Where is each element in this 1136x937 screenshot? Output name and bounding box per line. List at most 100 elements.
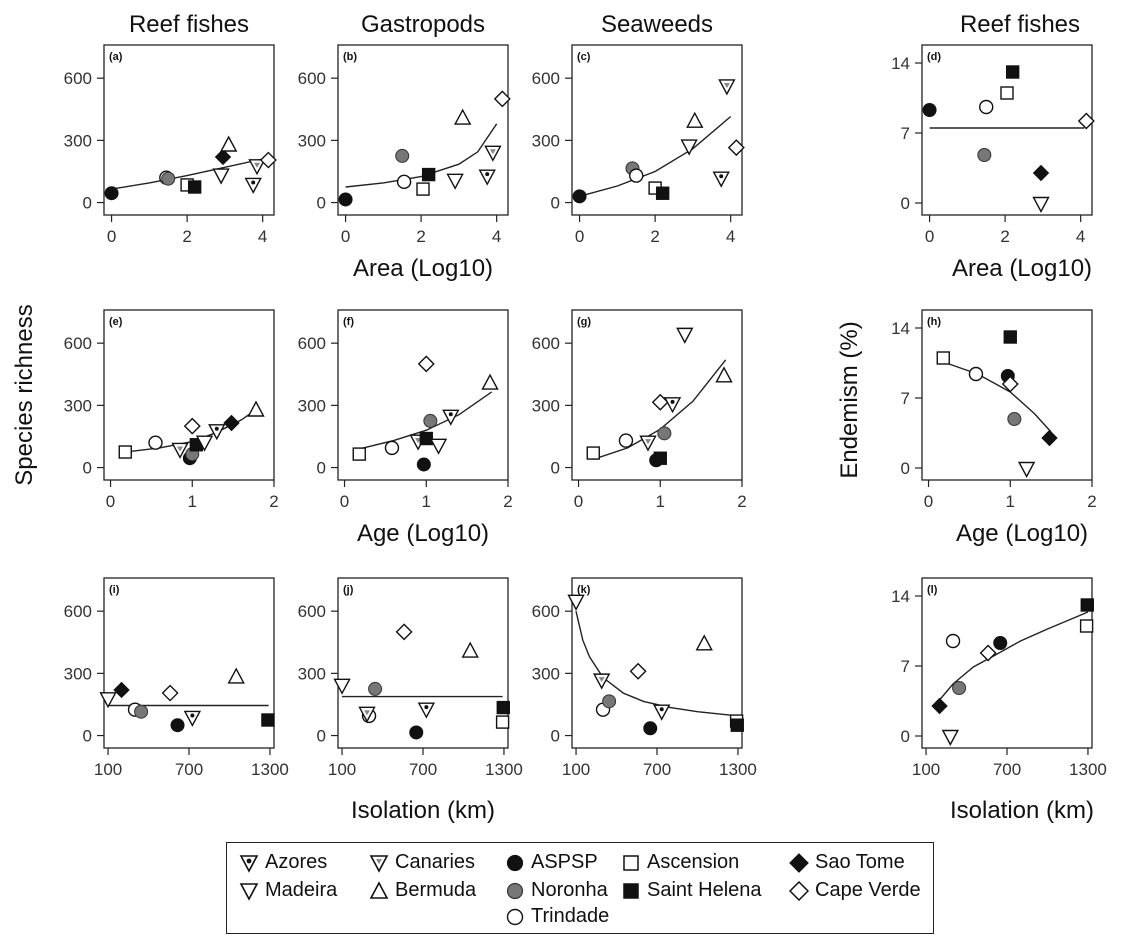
x-tick-label: 100 xyxy=(328,760,356,779)
point-capeverde xyxy=(259,151,277,169)
y-tick-label: 600 xyxy=(64,602,92,621)
point-madeira xyxy=(333,678,351,695)
xlabel-isolation: Isolation (km) xyxy=(351,797,495,824)
legend-item-trindade: Trindade xyxy=(505,905,609,928)
point-bermuda xyxy=(461,641,479,658)
point-sthelena xyxy=(419,431,433,446)
bermuda-icon xyxy=(369,880,389,899)
legend-label-canaries: Canaries xyxy=(395,851,476,873)
y-tick-label: 600 xyxy=(532,334,560,353)
point-sthelena xyxy=(496,700,510,715)
point-trindade xyxy=(945,633,961,649)
point-madeira xyxy=(429,438,448,455)
x-tick-label: 2 xyxy=(503,492,512,511)
y-tick-label: 600 xyxy=(64,334,92,353)
x-tick-label: 2 xyxy=(737,492,746,511)
point-madeira xyxy=(1032,196,1050,213)
column-title-gastropods: Gastropods xyxy=(361,11,485,38)
panel-i: (i) 0 300 600 100 700 1300 xyxy=(64,577,289,779)
column-title-reef-fishes-endemism: Reef fishes xyxy=(960,11,1080,38)
point-azores-dot xyxy=(214,426,219,431)
point-azores xyxy=(183,710,202,727)
point-bermuda xyxy=(453,108,472,125)
point-canaries-inner xyxy=(489,149,496,155)
panel-k: (k) 0 300 600 100 700 1300 xyxy=(532,577,757,779)
point-bermuda xyxy=(715,366,733,383)
point-trindade xyxy=(618,433,634,448)
panel-label: (k) xyxy=(577,584,591,596)
y-tick-label: 7 xyxy=(901,389,910,408)
y-tick-label: 0 xyxy=(83,194,92,213)
point-saotome xyxy=(1032,164,1050,182)
plot-frame xyxy=(103,577,275,749)
panel-h: (h) 0 7 14 0 1 2 xyxy=(891,309,1097,511)
x-tick-label: 1300 xyxy=(719,760,757,779)
legend-label-noronha: Noronha xyxy=(531,879,608,901)
y-tick-label: 0 xyxy=(551,194,560,213)
x-tick-label: 700 xyxy=(643,760,671,779)
x-tick-label: 1300 xyxy=(251,760,289,779)
x-tick-label: 700 xyxy=(993,760,1021,779)
point-azores xyxy=(478,169,496,186)
y-tick-label: 300 xyxy=(64,664,92,683)
point-madeira xyxy=(1017,461,1036,478)
y-tick-label: 600 xyxy=(64,69,92,88)
point-ascension xyxy=(936,351,950,365)
point-canaries-inner xyxy=(254,162,260,168)
point-sthelena xyxy=(421,167,436,182)
xlabel-area-endemism: Area (Log10) xyxy=(952,255,1092,282)
y-tick-label: 300 xyxy=(532,131,560,150)
column-title-seaweeds: Seaweeds xyxy=(601,11,713,38)
x-tick-label: 0 xyxy=(341,227,350,246)
point-noronha xyxy=(657,426,672,441)
panel-label: (c) xyxy=(577,51,591,63)
noronha-icon xyxy=(506,882,524,899)
legend-item-aspsp: ASPSP xyxy=(505,851,598,874)
trend-line xyxy=(345,123,498,188)
y-tick-label: 14 xyxy=(891,319,910,338)
point-capeverde xyxy=(161,684,179,702)
point-capeverde xyxy=(979,644,997,662)
point-madeira xyxy=(680,139,698,156)
xlabel-isolation-endemism: Isolation (km) xyxy=(950,797,1094,824)
panel-label: (f) xyxy=(343,316,354,328)
legend: Azores Madeira Canaries Bermuda ASPSP No… xyxy=(226,842,934,934)
x-tick-label: 4 xyxy=(492,227,501,246)
point-madeira xyxy=(676,327,694,344)
point-azores xyxy=(244,177,262,194)
xlabel-area: Area (Log10) xyxy=(353,255,493,282)
point-azores-dot xyxy=(485,172,490,177)
legend-label-madeira: Madeira xyxy=(265,879,338,901)
sthelena-icon xyxy=(623,882,639,899)
point-trindade xyxy=(629,168,644,183)
y-tick-label: 600 xyxy=(532,602,560,621)
ylabel-species-richness: Species richness xyxy=(11,304,38,485)
point-azores-dot xyxy=(448,412,453,417)
point-noronha xyxy=(952,681,967,695)
point-noronha xyxy=(423,413,438,428)
point-aspsp xyxy=(922,103,937,117)
point-noronha xyxy=(1007,412,1022,426)
x-tick-label: 2 xyxy=(269,492,278,511)
legend-item-azores: Azores xyxy=(239,851,327,874)
panel-label: (e) xyxy=(109,316,123,328)
y-tick-label: 0 xyxy=(901,727,910,746)
x-tick-label: 0 xyxy=(924,492,933,511)
point-aspsp xyxy=(993,636,1008,650)
point-noronha xyxy=(134,704,149,719)
point-saotome xyxy=(214,148,232,166)
panel-a: (a) 0 300 600 0 2 4 xyxy=(64,44,277,246)
trend-line xyxy=(575,611,739,717)
point-saotome xyxy=(113,681,130,699)
legend-label-azores: Azores xyxy=(265,851,328,873)
y-tick-label: 14 xyxy=(891,54,910,73)
point-azores-dot xyxy=(659,707,664,712)
plot-frame xyxy=(921,577,1093,749)
y-tick-label: 7 xyxy=(901,657,910,676)
point-madeira xyxy=(446,173,464,190)
panel-label: (h) xyxy=(927,316,941,328)
point-madeira xyxy=(941,729,960,746)
point-aspsp xyxy=(409,725,424,740)
point-bermuda xyxy=(481,373,499,390)
column-title-reef-fishes: Reef fishes xyxy=(129,11,249,38)
